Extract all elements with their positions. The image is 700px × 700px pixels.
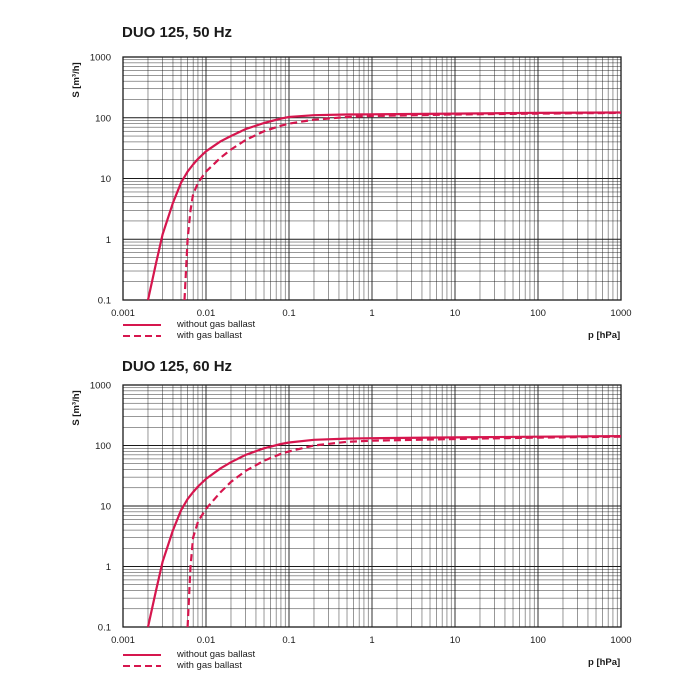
legend-item-with-gas-ballast: with gas ballast <box>123 659 255 672</box>
chart-60hz: DUO 125, 60 Hz 0.001 0.01 0.1 1 10 100 1000 0.1… <box>0 350 700 700</box>
y-tick-label: 1000 <box>90 53 111 64</box>
y-tick-label: 0.1 <box>98 296 111 307</box>
x-tick-label: 10 <box>450 635 461 646</box>
legend-label: without gas ballast <box>177 649 256 660</box>
plot-frame <box>122 384 622 628</box>
x-tick-label: 10 <box>450 308 461 319</box>
y-axis-label: S [m³/h] <box>71 62 82 97</box>
y-axis-label: S [m³/h] <box>71 390 82 425</box>
series-line-with-gas-ballast <box>186 435 622 628</box>
legend-label: with gas ballast <box>177 659 242 671</box>
chart-50hz: DUO 125, 50 Hz 0.001 0.01 0.1 1 10 100 1000 0.1… <box>71 24 632 342</box>
x-tick-label: 100 <box>530 635 546 646</box>
plot-area-60hz: 0.001 0.01 0.1 1 10 100 1000 0.1 1 10 100 1000 S [m³… <box>71 381 632 647</box>
y-tick-label: 100 <box>95 113 111 124</box>
legend: without gas ballast with gas ballast <box>123 649 256 672</box>
x-tick-label: 1000 <box>610 308 631 319</box>
plot-frame <box>122 56 622 301</box>
series-line-without-gas-ballast <box>146 111 622 301</box>
y-tick-label: 100 <box>95 441 111 452</box>
legend-solid-swatch <box>123 324 161 327</box>
legend-item-without-gas-ballast: without gas ballast <box>123 649 256 661</box>
legend: without gas ballast with gas ballast <box>123 319 256 342</box>
legend-label: with gas ballast <box>177 329 242 341</box>
y-tick-label: 1000 <box>90 381 111 392</box>
x-tick-label: 1 <box>369 308 374 319</box>
y-tick-label: 1 <box>106 235 111 246</box>
series-line-with-gas-ballast <box>183 111 622 301</box>
legend-dashed-swatch <box>123 334 161 337</box>
plot-area-50hz: 0.001 0.01 0.1 1 10 100 1000 0.1 1 10 100 1000 S [m³… <box>71 53 632 320</box>
legend-item-without-gas-ballast: without gas ballast <box>123 319 256 331</box>
x-tick-label: 0.1 <box>282 635 295 646</box>
x-tick-label: 0.1 <box>282 308 295 319</box>
grid <box>122 385 621 628</box>
x-tick-label: 0.001 <box>111 635 135 646</box>
x-tick-label: 100 <box>530 308 546 319</box>
chart-title: DUO 125, 60 Hz <box>122 358 233 375</box>
legend-item-with-gas-ballast: with gas ballast <box>123 329 255 342</box>
x-tick-label: 0.01 <box>197 635 216 646</box>
x-tick-label: 1000 <box>610 635 631 646</box>
y-tick-label: 10 <box>100 174 111 185</box>
legend-dashed-swatch <box>123 664 161 667</box>
grid <box>122 57 621 301</box>
chart-title: DUO 125, 50 Hz <box>122 24 233 41</box>
y-tick-label: 10 <box>100 502 111 513</box>
x-tick-label: 1 <box>369 635 374 646</box>
y-tick-label: 1 <box>106 562 111 573</box>
x-tick-label: 0.01 <box>197 308 216 319</box>
x-axis-label: p [hPa] <box>588 330 621 341</box>
x-axis-label: p [hPa] <box>588 657 621 668</box>
series-line-without-gas-ballast <box>146 435 622 628</box>
x-tick-label: 0.001 <box>111 308 135 319</box>
y-tick-label: 0.1 <box>98 623 111 634</box>
legend-solid-swatch <box>123 654 161 657</box>
legend-label: without gas ballast <box>177 319 256 330</box>
